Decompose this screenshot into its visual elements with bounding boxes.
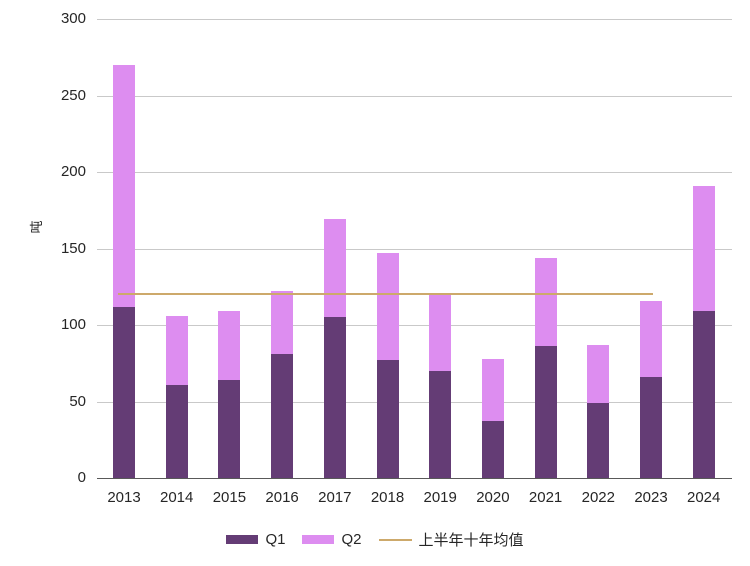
bar-q2-2019 — [429, 292, 452, 371]
legend-item-q1: Q1 — [226, 531, 285, 548]
y-tick-label-300: 300 — [60, 10, 86, 27]
legend-label-average-line: 上半年十年均值 — [418, 532, 524, 549]
legend-swatch-q1 — [226, 535, 259, 544]
bar-q2-2013 — [113, 64, 135, 307]
bar-q1-2021 — [534, 346, 557, 478]
y-tick-label-150: 150 — [60, 239, 86, 257]
bar-q1-2018 — [376, 360, 399, 478]
gridline-200 — [97, 172, 732, 173]
x-tick-label-2017: 2017 — [318, 489, 352, 506]
legend-item-q2: Q2 — [302, 531, 362, 548]
bar-q1-2022 — [587, 403, 610, 478]
x-tick-label-2021: 2021 — [528, 489, 563, 506]
x-axis-line — [97, 478, 732, 479]
bar-q1-2019 — [429, 370, 452, 478]
bar-q1-2023 — [640, 377, 662, 478]
bar-q1-2020 — [481, 421, 504, 478]
bar-q2-2020 — [481, 358, 504, 422]
gridline-300 — [97, 19, 732, 20]
bar-q2-2024 — [692, 185, 715, 312]
legend-label-q2: Q2 — [341, 531, 362, 548]
average-reference-line — [118, 293, 653, 295]
y-tick-label-100: 100 — [60, 316, 86, 333]
y-tick-label-0: 0 — [77, 469, 86, 486]
bar-q1-2016 — [271, 354, 294, 478]
bar-q1-2024 — [692, 311, 715, 478]
x-tick-label-2015: 2015 — [212, 489, 247, 506]
bar-q1-2017 — [323, 317, 346, 478]
bar-q2-2021 — [534, 257, 557, 347]
gridline-250 — [97, 95, 732, 97]
bar-q1-2013 — [113, 306, 135, 478]
gridline-100 — [97, 325, 732, 326]
x-tick-label-2018: 2018 — [370, 489, 405, 506]
bar-q1-2014 — [165, 384, 188, 478]
y-tick-label-200: 200 — [60, 163, 86, 180]
x-tick-label-2022: 2022 — [581, 489, 615, 506]
x-tick-label-2020: 2020 — [476, 489, 510, 506]
y-tick-label-250: 250 — [60, 86, 86, 104]
bar-q2-2018 — [376, 253, 399, 361]
bar-q2-2022 — [587, 344, 610, 403]
gridline-50 — [97, 401, 732, 403]
legend-item-average-line: 上半年十年均值 — [378, 529, 524, 550]
x-tick-label-2019: 2019 — [423, 489, 457, 506]
x-tick-label-2016: 2016 — [265, 489, 299, 506]
plot-area — [97, 19, 732, 479]
legend: Q1 Q2 上半年十年均值 — [0, 529, 750, 550]
bar-q1-2015 — [218, 380, 241, 478]
bar-q2-2015 — [218, 311, 241, 381]
gridline-150 — [97, 248, 732, 250]
bar-q2-2023 — [640, 300, 662, 378]
x-tick-label-2014: 2014 — [160, 489, 194, 506]
y-axis-title: 吨 — [28, 220, 44, 234]
bar-q2-2014 — [165, 315, 188, 385]
legend-line-swatch — [378, 538, 412, 541]
y-tick-label-50: 50 — [69, 392, 86, 410]
bar-q2-2017 — [323, 219, 346, 318]
bar-q2-2016 — [271, 291, 294, 355]
legend-swatch-q2 — [302, 535, 335, 544]
legend-label-q1: Q1 — [265, 531, 286, 548]
x-tick-label-2013: 2013 — [107, 489, 141, 506]
x-tick-label-2024: 2024 — [687, 489, 721, 506]
x-tick-label-2023: 2023 — [634, 489, 668, 506]
